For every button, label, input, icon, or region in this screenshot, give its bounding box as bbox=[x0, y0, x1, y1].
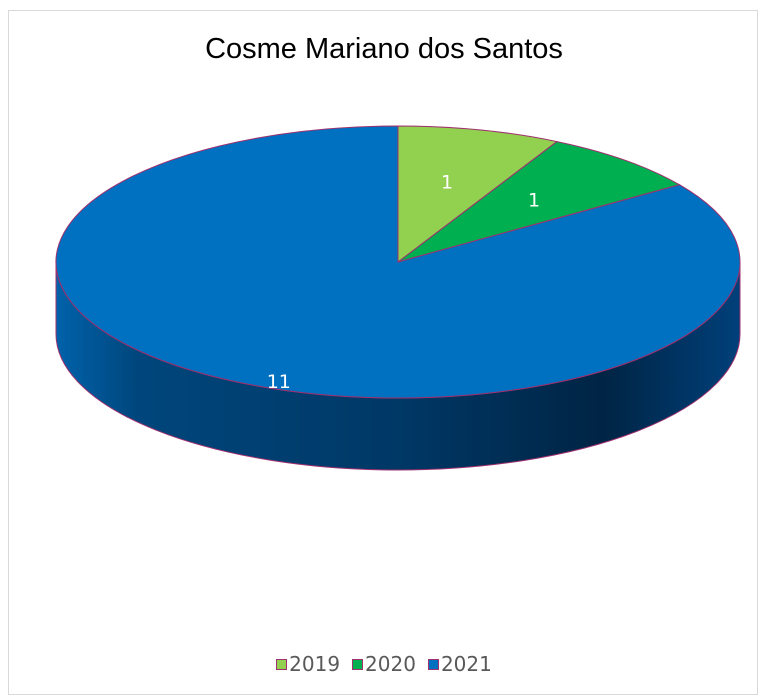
legend-swatch-2020 bbox=[352, 658, 364, 670]
pie-slices bbox=[55, 125, 741, 399]
chart-legend: 2019 2020 2021 bbox=[0, 652, 768, 676]
legend-swatch-2019 bbox=[276, 658, 288, 670]
pie-slice-2021 bbox=[55, 125, 741, 399]
legend-item-2021: 2021 bbox=[427, 652, 492, 676]
legend-item-2020: 2020 bbox=[352, 652, 416, 676]
data-label-2020: 1 bbox=[528, 189, 540, 211]
legend-label-2021: 2021 bbox=[440, 652, 492, 676]
pie-slice-2020 bbox=[397, 141, 681, 263]
pie-slice-2019 bbox=[397, 125, 559, 264]
legend-label-2019: 2019 bbox=[289, 652, 341, 676]
legend-label-2020: 2020 bbox=[365, 652, 416, 676]
chart-title: Cosme Mariano dos Santos bbox=[205, 33, 563, 65]
data-label-2019: 1 bbox=[441, 171, 453, 193]
legend-swatch-2021 bbox=[427, 658, 439, 670]
data-label-2021: 11 bbox=[267, 371, 291, 393]
legend-item-2019: 2019 bbox=[276, 652, 340, 676]
